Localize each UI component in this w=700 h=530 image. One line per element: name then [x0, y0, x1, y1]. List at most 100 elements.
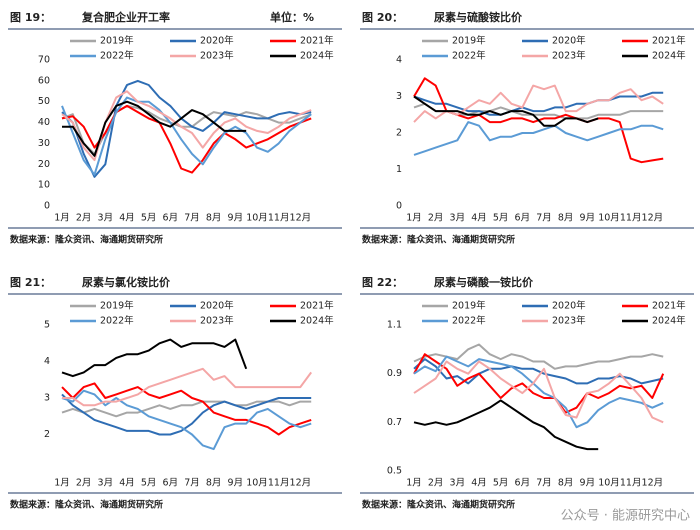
legend-label: 2019年	[100, 35, 134, 47]
series-line	[413, 343, 664, 370]
x-tick-label: 8月	[206, 213, 222, 224]
x-tick-label: 12月	[290, 213, 312, 224]
y-tick-label: 0.5	[387, 466, 402, 477]
y-tick-label: 70	[38, 55, 50, 66]
y-tick-label: 20	[38, 159, 50, 170]
series-line	[413, 121, 664, 156]
series-line	[413, 91, 664, 116]
legend-label: 2019年	[100, 300, 134, 312]
figure-label: 图 21：	[10, 276, 51, 289]
legend-label: 2022年	[100, 315, 134, 327]
x-tick-label: 11月	[268, 478, 290, 489]
legend-label: 2024年	[652, 50, 686, 62]
x-tick-label: 4月	[119, 478, 135, 489]
x-tick-label: 9月	[580, 213, 596, 224]
series-line	[61, 382, 312, 436]
legend-label: 2021年	[652, 35, 686, 47]
series-line	[413, 355, 664, 429]
series-line	[61, 338, 248, 378]
figure-label: 图 22：	[362, 276, 403, 289]
legend-label: 2020年	[200, 300, 234, 312]
legend-label: 2019年	[452, 35, 486, 47]
y-tick-label: 0.7	[387, 417, 402, 428]
y-tick-label: 0	[396, 201, 402, 212]
series-line	[61, 393, 312, 436]
series-line	[413, 95, 599, 127]
y-tick-label: 0.9	[387, 368, 402, 379]
x-tick-label: 7月	[184, 478, 200, 489]
y-tick-label: 50	[38, 96, 50, 107]
source-note: 数据来源：隆众资讯、海通期货研究所	[10, 499, 163, 511]
series-line	[413, 353, 665, 414]
x-tick-label: 12月	[642, 213, 664, 224]
legend-label: 2021年	[300, 35, 334, 47]
x-tick-label: 6月	[163, 478, 179, 489]
x-tick-label: 12月	[642, 478, 664, 489]
chart-title: 尿素与硫酸铵比价	[434, 10, 523, 24]
y-tick-label: 40	[38, 117, 50, 128]
x-tick-label: 7月	[536, 213, 552, 224]
x-tick-label: 9月	[580, 478, 596, 489]
series-line	[62, 100, 247, 157]
y-tick-label: 1.1	[387, 320, 402, 331]
series-line	[413, 84, 664, 123]
x-tick-label: 6月	[515, 213, 531, 224]
x-tick-label: 2月	[428, 478, 444, 489]
x-tick-label: 2月	[76, 478, 92, 489]
series-line	[61, 96, 312, 176]
x-tick-label: 11月	[620, 478, 642, 489]
x-tick-label: 2月	[76, 213, 92, 224]
legend-label: 2019年	[452, 300, 486, 312]
x-tick-label: 9月	[228, 478, 244, 489]
x-tick-label: 10月	[246, 213, 268, 224]
legend-label: 2024年	[652, 315, 686, 327]
y-tick-label: 3	[396, 91, 402, 102]
x-tick-label: 1月	[54, 213, 70, 224]
x-tick-label: 6月	[515, 478, 531, 489]
x-tick-label: 10月	[598, 478, 620, 489]
x-tick-label: 10月	[598, 213, 620, 224]
y-tick-label: 10	[38, 180, 50, 191]
series-line	[61, 389, 312, 451]
legend-label: 2021年	[652, 300, 686, 312]
source-note: 数据来源：隆众资讯、海通期货研究所	[10, 234, 163, 246]
y-tick-label: 1	[396, 164, 402, 175]
unit-label: 单位：%	[270, 10, 314, 24]
chart-title: 复合肥企业开工率	[81, 10, 170, 24]
x-tick-label: 3月	[450, 213, 466, 224]
legend-label: 2021年	[300, 300, 334, 312]
source-note: 数据来源：隆众资讯、海通期货研究所	[362, 499, 515, 511]
figure-label: 图 19：	[10, 11, 51, 24]
x-tick-label: 3月	[98, 478, 114, 489]
chart-title: 尿素与磷酸一铵比价	[434, 275, 534, 289]
x-tick-label: 11月	[268, 213, 290, 224]
y-tick-label: 30	[38, 138, 50, 149]
y-tick-label: 2	[396, 128, 402, 139]
y-tick-label: 5	[44, 320, 50, 331]
y-tick-label: 60	[38, 75, 50, 86]
x-tick-label: 6月	[163, 213, 179, 224]
series-line	[413, 399, 599, 451]
x-tick-label: 1月	[54, 478, 70, 489]
y-tick-label: 4	[396, 55, 402, 66]
x-tick-label: 2月	[428, 213, 444, 224]
legend-label: 2023年	[552, 315, 586, 327]
y-tick-label: 4	[44, 356, 50, 367]
x-tick-label: 10月	[246, 478, 268, 489]
series-line	[62, 367, 313, 407]
x-tick-label: 3月	[98, 213, 114, 224]
x-tick-label: 8月	[206, 478, 222, 489]
x-tick-label: 5月	[141, 478, 157, 489]
legend-label: 2020年	[552, 35, 586, 47]
x-tick-label: 7月	[536, 478, 552, 489]
legend-label: 2022年	[452, 315, 486, 327]
legend-label: 2020年	[200, 35, 234, 47]
watermark: 公众号 · 能源研究中心	[561, 509, 690, 524]
series-line	[413, 360, 664, 424]
x-tick-label: 1月	[406, 213, 422, 224]
legend-label: 2022年	[452, 50, 486, 62]
x-tick-label: 5月	[141, 213, 157, 224]
legend-label: 2023年	[200, 315, 234, 327]
